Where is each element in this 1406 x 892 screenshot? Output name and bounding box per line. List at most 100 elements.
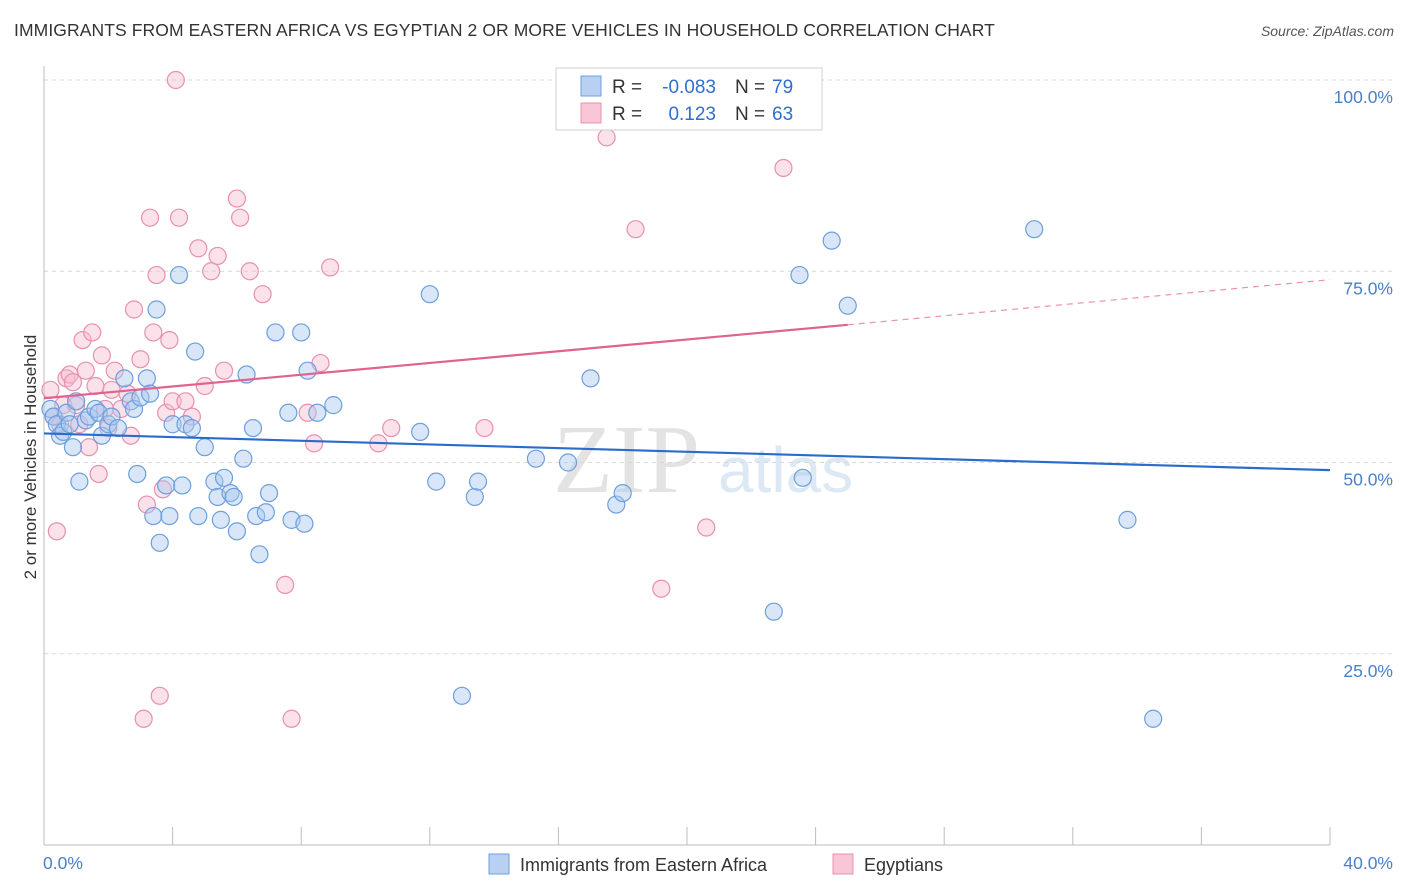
egyptians-point [240, 262, 259, 281]
egyptians-point [774, 158, 793, 178]
eastern-africa-point [102, 407, 121, 426]
eastern-africa-point [790, 265, 809, 285]
bottom-legend-label-pink: Egyptians [864, 855, 943, 875]
eastern-africa-point [1118, 510, 1137, 529]
eastern-africa-point [793, 468, 812, 487]
eastern-africa-point [137, 369, 156, 388]
eastern-africa-point [452, 686, 472, 705]
eastern-africa-point [1144, 709, 1163, 728]
bottom-legend-swatch-pink [832, 853, 854, 875]
eastern-africa-point [128, 464, 147, 484]
eastern-africa-point [163, 415, 182, 434]
egyptians-point [124, 300, 144, 319]
chart-title: IMMIGRANTS FROM EASTERN AFRICA VS EGYPTI… [14, 20, 995, 40]
bottom-legend-swatch-blue [488, 853, 510, 875]
egyptians-point [282, 709, 301, 728]
legend-n-label-blue: N = [735, 77, 765, 98]
eastern-africa-point [420, 285, 439, 304]
eastern-africa-point [247, 506, 266, 526]
egyptians-trend-extension [847, 279, 1331, 326]
egyptians-point [697, 518, 716, 537]
y-tick-label-25: 25.0% [1343, 661, 1393, 681]
egyptians-point [652, 579, 671, 598]
legend-n-label-pink: N = [735, 104, 765, 125]
watermark: ZIP atlas [553, 406, 853, 514]
eastern-africa-point [205, 472, 224, 491]
egyptians-point [169, 208, 189, 227]
legend-r-value-pink: 0.123 [668, 104, 716, 125]
egyptians-point [304, 434, 324, 453]
eastern-africa-point [250, 545, 269, 564]
egyptians-point [208, 246, 227, 266]
eastern-africa-point [822, 231, 841, 250]
legend-swatch-blue [580, 75, 602, 97]
egyptians-point [166, 70, 185, 90]
eastern-africa-point [581, 369, 600, 388]
egyptians-point [79, 438, 99, 457]
egyptians-point [47, 522, 66, 541]
eastern-africa-point [160, 506, 179, 526]
eastern-africa-point [182, 418, 201, 438]
legend-r-value-blue: -0.083 [662, 77, 716, 98]
egyptians-point [276, 575, 295, 595]
egyptians-point [131, 350, 150, 369]
eastern-africa-point [613, 484, 632, 503]
egyptians-point [382, 418, 401, 438]
y-tick-label-100: 100.0% [1334, 87, 1393, 107]
trend-lines [43, 279, 1331, 472]
eastern-africa-point [266, 323, 285, 342]
egyptians-point [134, 709, 153, 728]
eastern-africa-point [169, 265, 189, 285]
egyptians-point [189, 239, 208, 258]
egyptians-point [105, 361, 124, 380]
eastern-africa-point [144, 506, 163, 526]
egyptians-point [626, 220, 645, 239]
egyptians-point [176, 392, 195, 411]
bottom-legend-label-blue: Immigrants from Eastern Africa [520, 855, 768, 875]
egyptians-point [298, 403, 317, 422]
egyptians-point [63, 373, 83, 392]
eastern-africa-point [324, 396, 343, 415]
egyptians-point [89, 464, 108, 484]
eastern-africa-trend-line [43, 432, 1331, 472]
eastern-africa-point [234, 449, 253, 468]
eastern-africa-point [211, 510, 230, 529]
eastern-africa-point [295, 514, 314, 533]
eastern-africa-point [150, 533, 169, 552]
axes [43, 66, 1331, 846]
eastern-africa-point [259, 484, 279, 503]
egyptians-point [83, 323, 102, 342]
egyptians-point [202, 262, 221, 281]
eastern-africa-point [764, 602, 783, 621]
eastern-africa-point [189, 506, 208, 526]
correlation-legend: R = -0.083 N = 79 R = 0.123 N = 63 [555, 67, 823, 131]
egyptians-point [157, 403, 176, 422]
legend-swatch-pink [580, 102, 602, 124]
eastern-africa-point [558, 453, 578, 472]
eastern-africa-point [838, 296, 857, 315]
eastern-africa-point [427, 472, 446, 491]
eastern-africa-point [468, 472, 488, 491]
eastern-africa-point [224, 487, 243, 507]
legend-r-label-pink: R = [612, 104, 642, 125]
eastern-africa-point [607, 495, 626, 514]
y-tick-label-50: 50.0% [1343, 470, 1393, 490]
egyptians-point [597, 128, 616, 147]
egyptians-point [163, 392, 182, 411]
y-axis-label: 2 or more Vehicles in Household [21, 335, 40, 580]
legend-n-value-pink: 63 [772, 104, 793, 125]
egyptians-point [73, 331, 92, 350]
eastern-africa-point [108, 418, 128, 438]
egyptians-point [475, 418, 494, 438]
eastern-africa-point [308, 403, 327, 422]
watermark-atlas: atlas [718, 434, 853, 506]
egyptians-point [112, 399, 131, 419]
series-legend: Immigrants from Eastern Africa Egyptians [488, 853, 943, 875]
egyptians-trend-line [43, 323, 848, 400]
y-tick-label-75: 75.0% [1343, 278, 1393, 298]
eastern-africa-point [279, 403, 298, 422]
egyptians-point [231, 208, 250, 227]
eastern-africa-point [292, 323, 311, 342]
eastern-africa-point [60, 415, 79, 434]
